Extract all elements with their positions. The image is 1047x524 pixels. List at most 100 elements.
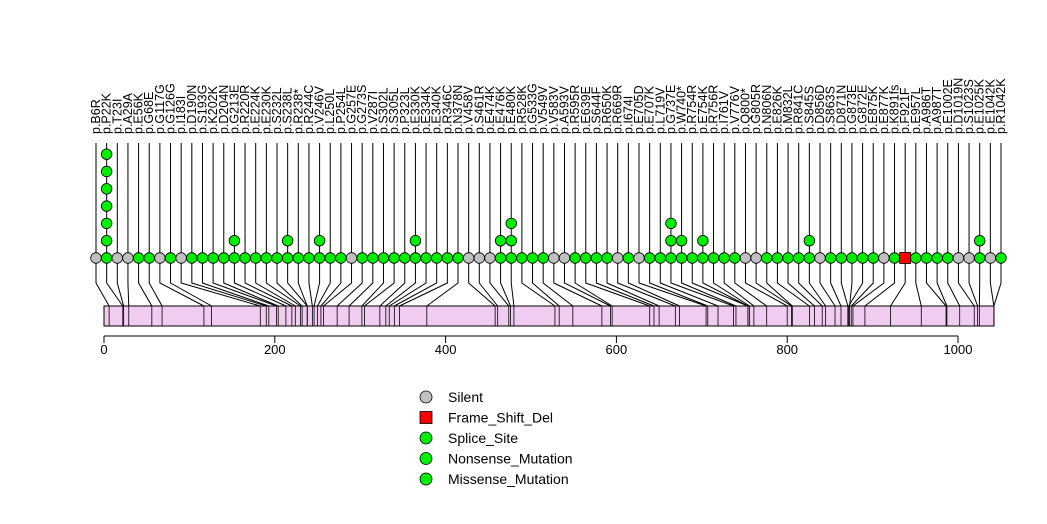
connector-p-s461r bbox=[478, 258, 499, 307]
mutation-label-p-a593v: p.A593V bbox=[557, 85, 571, 134]
mutation-head-p-w740-2 bbox=[675, 234, 688, 247]
mutation-head-p-i183i bbox=[175, 252, 187, 264]
mutation-label-p-g257e: p.G257E bbox=[345, 85, 359, 134]
mutation-head-p-d204n bbox=[218, 252, 230, 264]
connector-p-m832l bbox=[787, 258, 815, 307]
connector-p-b6r bbox=[95, 258, 110, 307]
legend-label-frame-shift-del: Frame_Shift_Del bbox=[448, 410, 553, 426]
legend-swatch-missense-mutation bbox=[419, 472, 433, 486]
mutation-head-p-v776v bbox=[729, 252, 741, 264]
mutation-head-p-e56k bbox=[132, 252, 145, 264]
mutation-label-p-l250l: p.L250L bbox=[323, 89, 337, 134]
connector-p-v583v bbox=[553, 258, 603, 307]
mutation-head-p-m832l bbox=[782, 252, 794, 264]
mutation-head-p-a593v bbox=[558, 252, 571, 264]
mutation-head-p-r220r bbox=[239, 252, 251, 264]
mutation-label-p-a987t: p.A987T bbox=[930, 86, 944, 134]
lollipop-heads bbox=[90, 148, 1007, 264]
mutation-head-p-i761v bbox=[718, 252, 730, 264]
mutation-label-p-e1002e: p.E1002E bbox=[941, 79, 955, 134]
mutation-head-p-d190n bbox=[186, 252, 198, 264]
mutation-head-p-p22k bbox=[100, 252, 113, 264]
protein-position-marks bbox=[108, 306, 995, 326]
mutation-head-p-r669r bbox=[612, 252, 624, 264]
mutation-head-p-s305l bbox=[388, 252, 400, 264]
mutation-head-p-s863s bbox=[824, 252, 837, 264]
mutation-head-p-p254l bbox=[335, 252, 347, 264]
mutation-label-p-s238l: p.S238L bbox=[281, 87, 295, 134]
mutation-label-p-n806n: p.N806N bbox=[760, 85, 774, 134]
mutation-label-p-e826k: p.E826K bbox=[770, 85, 784, 134]
mutation-head-p-g805r bbox=[750, 252, 762, 264]
mutation-label-p-e474k: p.E474K bbox=[483, 85, 497, 134]
connector-p-e224k bbox=[255, 258, 296, 307]
mutation-label-p-d871n: p.D871N bbox=[834, 85, 848, 134]
mutation-head-p-g126g bbox=[164, 252, 177, 264]
connector-p-l250l bbox=[317, 258, 331, 307]
mutation-label-p-i674i: p.I674I bbox=[621, 96, 635, 134]
mutation-head-p-g213e bbox=[228, 252, 241, 264]
connector-p-e639e bbox=[585, 258, 650, 307]
connector-p-d1019n bbox=[957, 258, 975, 307]
mutation-head-p-s845s-2 bbox=[803, 234, 816, 247]
mutation-label-p-p254l: p.P254L bbox=[334, 87, 348, 134]
mutation-head-p-a987t bbox=[931, 252, 943, 264]
connector-p-r238 bbox=[297, 258, 308, 307]
mutation-label-p-e224k: p.E224K bbox=[249, 85, 263, 134]
connector-p-r756r bbox=[713, 258, 750, 307]
mutation-head-p-k202k bbox=[207, 252, 219, 264]
mutation-label-p-s232l: p.S232L bbox=[270, 87, 284, 134]
mutation-label-p-a29a: p.A29A bbox=[121, 92, 135, 134]
mutation-label-p-e875k: p.E875K bbox=[866, 85, 880, 134]
mutation-label-p-e340k: p.E340K bbox=[430, 85, 444, 134]
mutation-head-p-b6r bbox=[90, 252, 102, 264]
connector-p-r754r bbox=[691, 258, 749, 307]
connector-p-r1042k bbox=[993, 258, 1002, 307]
mutation-head-p-s232l bbox=[271, 252, 283, 264]
connector-p-k891fs bbox=[864, 258, 896, 307]
x-tick-label-0: 0 bbox=[100, 342, 107, 357]
mutation-head-p-e476k bbox=[494, 252, 507, 264]
connector-p-d856d bbox=[819, 258, 836, 307]
mutation-label-p-r841c: p.R841C bbox=[792, 85, 806, 134]
mutation-label-p-k891fs: p.K891fs bbox=[888, 85, 902, 134]
mutation-label-p-w740: p.W740* bbox=[675, 86, 689, 134]
mutation-head-p-g273s bbox=[356, 252, 368, 264]
mutation-label-p-r754r: p.R754R bbox=[685, 85, 699, 134]
connector-p-s302l bbox=[361, 258, 384, 307]
mutation-head-p-r238 bbox=[292, 252, 304, 264]
mutation-head-p-v246v bbox=[313, 252, 326, 264]
x-tick-label-400: 400 bbox=[435, 342, 457, 357]
mutation-head-p-e480k-2 bbox=[505, 234, 517, 247]
mutation-head-p-r841c bbox=[793, 252, 805, 264]
mutation-head-p-r244c bbox=[303, 252, 315, 264]
mutation-head-p-r756r bbox=[707, 252, 720, 264]
connector-p-i761v bbox=[723, 258, 755, 307]
mutation-head-p-s238l-2 bbox=[281, 234, 294, 247]
connector-p-r650k bbox=[606, 258, 660, 307]
mutation-label-p-k202k: p.K202K bbox=[206, 85, 220, 134]
connector-p-g213e bbox=[233, 258, 287, 307]
mutation-label-p-r346c: p.R346C bbox=[440, 85, 454, 134]
connector-p-g273s bbox=[336, 258, 363, 307]
mutation-label-p-s644f: p.S644F bbox=[589, 86, 603, 134]
connector-p-e330k bbox=[385, 258, 416, 307]
mutation-head-p-s1023s bbox=[963, 252, 975, 264]
connector-p-e230k bbox=[265, 258, 301, 307]
mutation-head-p-n806n bbox=[761, 252, 773, 264]
connector-p-v287i bbox=[348, 258, 374, 307]
connector-p-g873e bbox=[849, 258, 853, 307]
connector-p-p22k bbox=[106, 258, 124, 307]
mutation-label-p-d190n: p.D190N bbox=[185, 85, 199, 134]
mutation-label-p-r528k: p.R528K bbox=[515, 85, 529, 134]
connector-p-s644f bbox=[595, 258, 655, 307]
legend-swatch-splice-site bbox=[419, 431, 433, 445]
mutation-head-p-e1002e bbox=[942, 252, 954, 264]
connector-p-v776v bbox=[734, 258, 767, 307]
connector-p-a593v bbox=[563, 258, 611, 307]
mutation-label-p-g737e: p.G737E bbox=[664, 85, 678, 134]
mutation-label-p-i761v: p.I761V bbox=[717, 90, 731, 134]
mutation-head-p-k891fs bbox=[888, 252, 901, 264]
mutation-head-p-e707k bbox=[643, 252, 656, 264]
mutation-head-p-e877k bbox=[878, 252, 890, 264]
